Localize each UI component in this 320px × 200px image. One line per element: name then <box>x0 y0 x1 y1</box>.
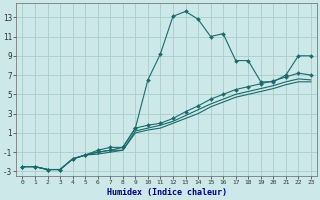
X-axis label: Humidex (Indice chaleur): Humidex (Indice chaleur) <box>107 188 227 197</box>
